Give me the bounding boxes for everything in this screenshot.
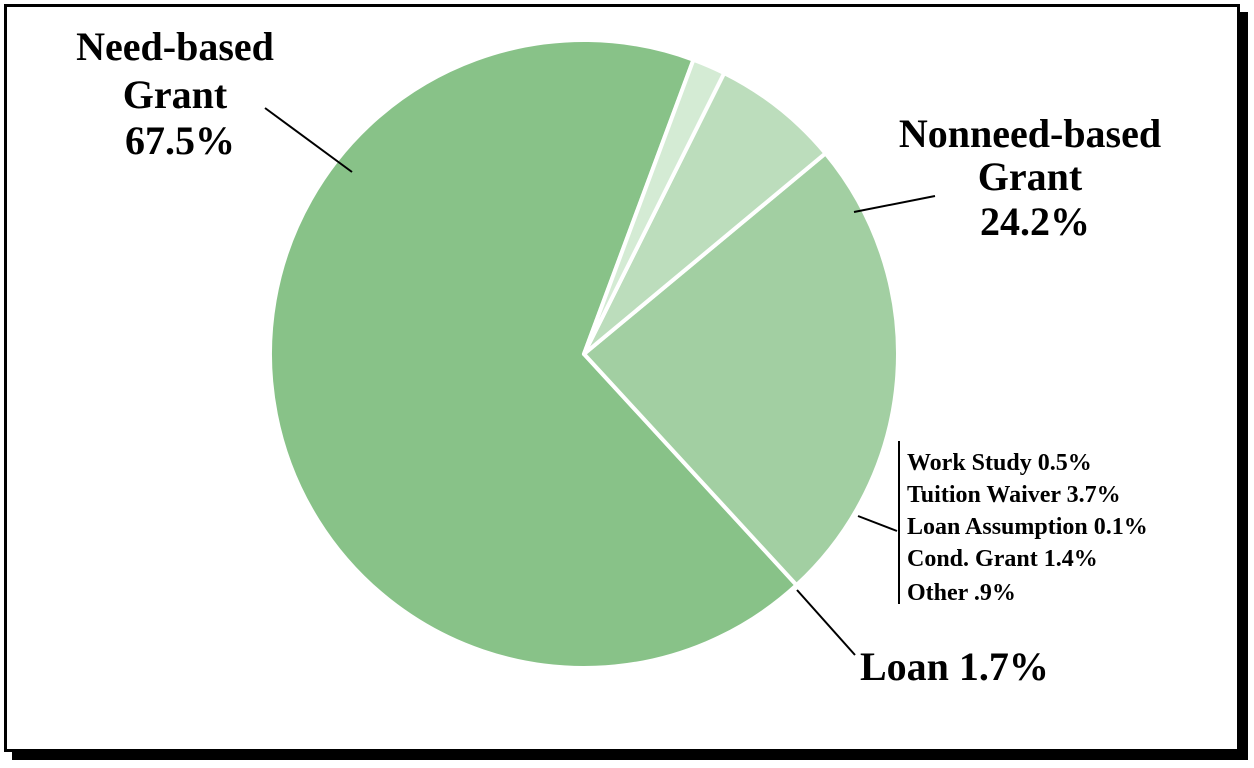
- need-label-line2: Grant: [123, 72, 228, 117]
- leader-nonneed: [853, 195, 936, 213]
- need-label-value: 67.5%: [125, 118, 235, 163]
- leader-need: [264, 107, 353, 173]
- nonneed-label: Nonneed-based Grant 24.2%: [899, 111, 1171, 244]
- need-label-line1: Need-based: [76, 24, 274, 69]
- group-item-cond-grant: Cond. Grant 1.4%: [907, 546, 1098, 572]
- nonneed-label-line2: Grant: [978, 154, 1083, 199]
- group-item-other: Other .9%: [907, 580, 1016, 606]
- loan-label: Loan 1.7%: [860, 644, 1049, 689]
- slice-nonneed-based-grant: [582, 151, 900, 588]
- nonneed-label-line1: Nonneed-based: [899, 111, 1161, 156]
- nonneed-label-value: 24.2%: [980, 199, 1090, 244]
- group-label: Work Study 0.5% Tuition Waiver 3.7% Loan…: [907, 450, 1154, 606]
- slice-other-aid-group: [582, 71, 828, 356]
- leader-lines: [264, 107, 936, 656]
- slice-need-based-grant: [268, 38, 799, 670]
- group-item-tuition-waiver: Tuition Waiver 3.7%: [907, 482, 1121, 508]
- leader-loan: [796, 589, 856, 656]
- group-item-work-study: Work Study 0.5%: [907, 450, 1092, 476]
- group-item-loan-assumption: Loan Assumption 0.1%: [907, 514, 1148, 540]
- leader-group: [857, 515, 898, 532]
- pie-slices: [268, 38, 900, 670]
- need-label: Need-based Grant 67.5%: [76, 24, 284, 163]
- slice-loan: [582, 57, 727, 356]
